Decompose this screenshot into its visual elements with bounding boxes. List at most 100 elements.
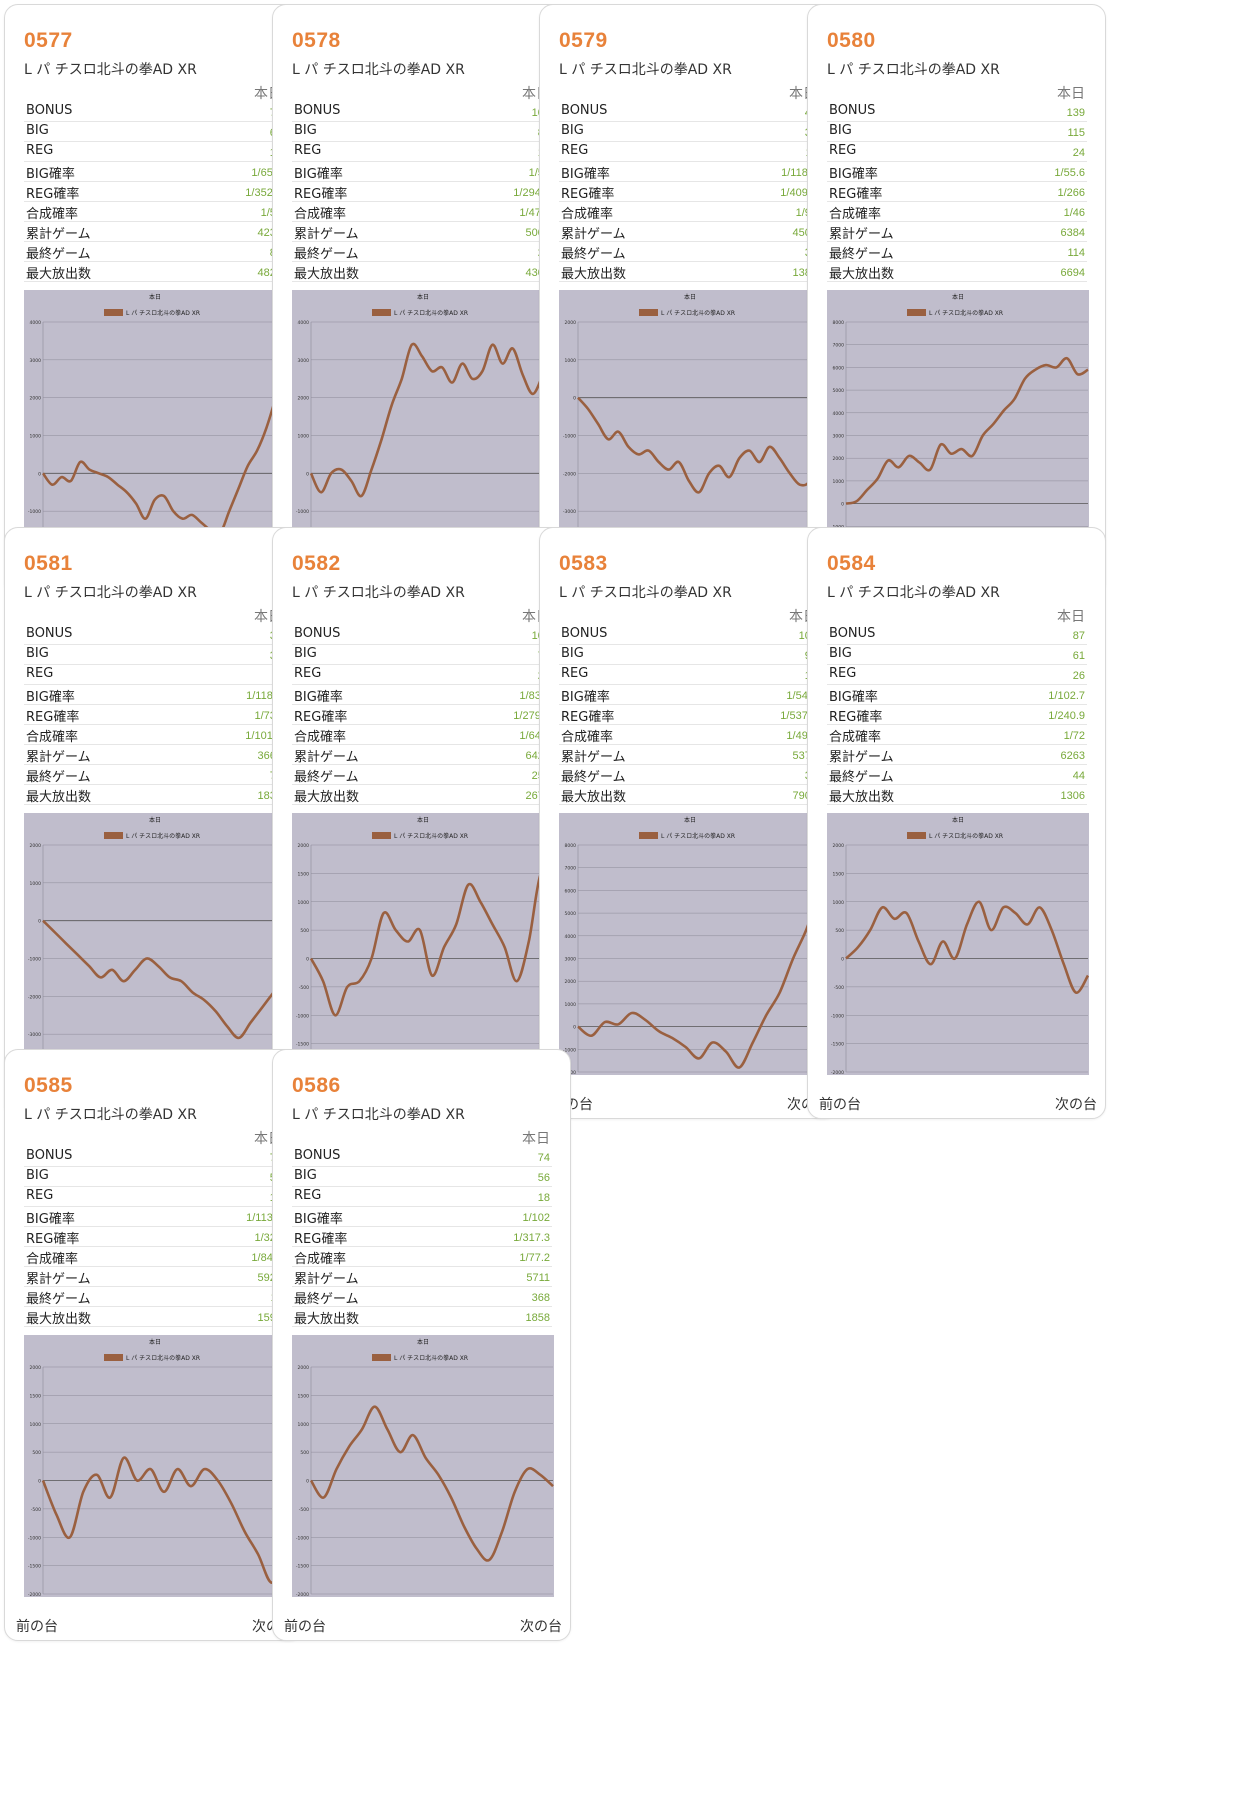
stats-row: 最終ゲーム 368 xyxy=(292,1287,552,1307)
stat-value: 1/46 xyxy=(1063,207,1085,219)
chart-title: 本日 xyxy=(417,1338,429,1346)
machine-card[interactable]: 0586 L パ チスロ北斗の拳AD XR 本日 BONUS 74 BIG 56 REG 18 B… xyxy=(272,1049,571,1641)
stats-row: 累計ゲーム 5921 xyxy=(24,1267,284,1287)
machine-number[interactable]: 0577 xyxy=(24,29,73,52)
stat-label: 最終ゲーム xyxy=(561,247,626,262)
machine-number[interactable]: 0579 xyxy=(559,29,608,52)
y-tick-label: 1000 xyxy=(298,1422,310,1428)
day-column-header: 本日 xyxy=(1057,609,1085,625)
y-tick-label: 1500 xyxy=(298,1393,310,1399)
stat-label: BIG確率 xyxy=(26,690,75,705)
stat-value: 1306 xyxy=(1060,790,1085,802)
stats-row: BONUS 139 xyxy=(827,102,1087,122)
y-tick-label: -1000 xyxy=(831,1013,844,1019)
chart-background xyxy=(24,290,286,552)
stat-label: 最終ゲーム xyxy=(829,247,894,262)
stats-row: 最大放出数 4829 xyxy=(24,262,284,282)
stats-row: BONUS105 xyxy=(292,102,552,122)
stat-label: 累計ゲーム xyxy=(26,1272,91,1287)
stat-label: BONUS xyxy=(294,1148,341,1163)
next-machine-link[interactable]: 次の台 xyxy=(520,1619,562,1635)
stat-label: 最大放出数 xyxy=(561,790,627,805)
chart-background xyxy=(827,290,1089,552)
stat-label: BIG xyxy=(26,1168,49,1183)
machine-model-name: L パ チスロ北斗の拳AD XR xyxy=(24,585,197,601)
stats-row: 合成確率 1/64.3 xyxy=(292,725,552,745)
stat-label: BIG xyxy=(294,646,317,661)
stat-label: BIG確率 xyxy=(294,1212,343,1227)
slump-chart: 本日 L パ チスロ北斗の拳AD XR 2000 1000 0 -1000 -2000 -30… xyxy=(24,813,286,1075)
slump-series-line xyxy=(309,1405,554,1562)
y-tick-label: 2000 xyxy=(30,396,42,402)
stat-label: 累計ゲーム xyxy=(26,227,91,242)
stat-value: 1/77.2 xyxy=(519,1252,550,1264)
machine-card[interactable]: 0580 L パ チスロ北斗の拳AD XR 本日 BONUS 139 BIG 115 REG 2… xyxy=(807,4,1106,596)
stat-value: 6263 xyxy=(1060,750,1085,762)
stat-label: 累計ゲーム xyxy=(26,750,91,765)
day-column-header: 本日 xyxy=(522,1131,550,1147)
chart-background xyxy=(24,1335,286,1597)
y-tick-label: 0 xyxy=(573,1025,576,1031)
stats-table: BONUS 74 BIG 56 REG 18 BIG確率 1/102 REG確率 1/317.3 合… xyxy=(292,1147,552,1327)
machine-card[interactable]: 0584 L パ チスロ北斗の拳AD XR 本日 BONUS 87 BIG 61 REG 26 B… xyxy=(807,527,1106,1119)
y-tick-label: -1000 xyxy=(28,1535,41,1541)
stat-label: REG確率 xyxy=(26,187,80,202)
stat-label: 最終ゲーム xyxy=(561,770,626,785)
stat-label: 最大放出数 xyxy=(26,1312,92,1327)
stats-row: 最終ゲーム255 xyxy=(292,765,552,785)
stat-value: 18 xyxy=(537,1192,550,1204)
legend-swatch xyxy=(639,832,658,839)
stats-row: 累計ゲーム 6263 xyxy=(827,745,1087,765)
prev-machine-link[interactable]: 前の台 xyxy=(284,1619,326,1635)
stats-row: REG確率 1/279.5 xyxy=(292,705,552,725)
stats-row: 最大放出数 1306 xyxy=(827,785,1087,805)
machine-card[interactable]: 0582 L パ チスロ北斗の拳AD XR 本日 BONUS100BIG77REG23… xyxy=(272,527,571,1119)
machine-number[interactable]: 0582 xyxy=(292,552,341,575)
stats-row: 最終ゲーム30 xyxy=(559,242,819,262)
machine-card[interactable]: 0578 L パ チスロ北斗の拳AD XR 本日 BONUS105BIG88REG17… xyxy=(272,4,571,596)
stats-row: 最終ゲーム25 xyxy=(292,242,552,262)
machine-number[interactable]: 0583 xyxy=(559,552,608,575)
stats-row: BIG確率 1/83.5 xyxy=(292,685,552,705)
stat-label: BIG xyxy=(294,1168,317,1183)
stat-label: REG xyxy=(26,666,54,681)
next-machine-link[interactable]: 次の台 xyxy=(1055,1097,1097,1113)
stat-value: 1/240.9 xyxy=(1048,710,1085,722)
stat-value: 368 xyxy=(531,1292,550,1304)
stat-label: BIG確率 xyxy=(294,690,343,705)
stat-label: REG xyxy=(561,143,589,158)
stat-label: 合成確率 xyxy=(829,207,882,222)
machine-model-name: L パ チスロ北斗の拳AD XR xyxy=(292,585,465,601)
machine-number[interactable]: 0585 xyxy=(24,1074,73,1097)
prev-machine-link[interactable]: 前の台 xyxy=(16,1619,58,1635)
machine-number[interactable]: 0578 xyxy=(292,29,341,52)
prev-machine-link[interactable]: 前の台 xyxy=(819,1097,861,1113)
stats-row: 最終ゲーム 44 xyxy=(827,765,1087,785)
stat-label: 最大放出数 xyxy=(294,790,360,805)
machine-model-name: L パ チスロ北斗の拳AD XR xyxy=(827,585,1000,601)
machine-number[interactable]: 0580 xyxy=(827,29,876,52)
machine-model-name: L パ チスロ北斗の拳AD XR xyxy=(559,62,732,78)
y-tick-label: 1000 xyxy=(298,900,310,906)
chart-title: 本日 xyxy=(952,816,964,824)
machine-number[interactable]: 0586 xyxy=(292,1074,341,1097)
chart-title: 本日 xyxy=(417,293,429,301)
machine-number[interactable]: 0581 xyxy=(24,552,73,575)
stat-label: BONUS xyxy=(294,626,341,641)
y-tick-label: -1500 xyxy=(296,1564,309,1570)
stats-row: BIG確率 1/55.6 xyxy=(827,162,1087,182)
stat-label: BIG確率 xyxy=(26,1212,75,1227)
legend-label: L パ チスロ北斗の拳AD XR xyxy=(394,309,468,317)
stat-label: 最終ゲーム xyxy=(294,1292,359,1307)
y-tick-label: 500 xyxy=(835,928,844,934)
stat-label: 最大放出数 xyxy=(294,267,360,282)
stat-label: 累計ゲーム xyxy=(829,227,894,242)
legend-label: L パ チスロ北斗の拳AD XR xyxy=(661,309,735,317)
machine-number[interactable]: 0584 xyxy=(827,552,876,575)
y-tick-label: 1000 xyxy=(565,358,577,364)
